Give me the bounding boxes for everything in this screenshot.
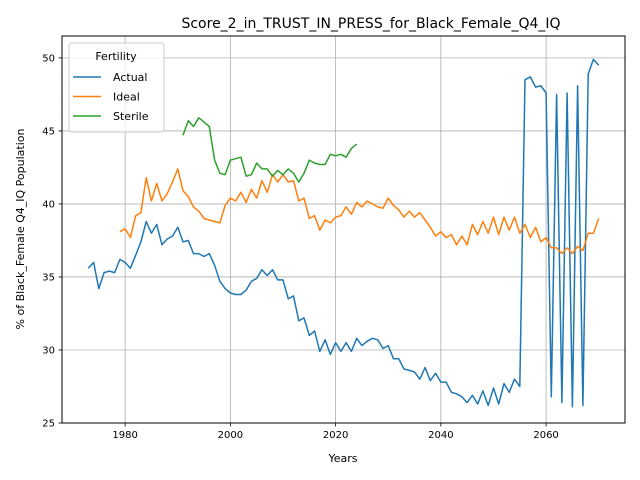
legend-box: [68, 42, 165, 133]
x-tick-label: 2060: [533, 430, 558, 441]
grid: [62, 36, 625, 424]
x-tick-label: 1980: [112, 430, 137, 441]
legend-label-actual: Actual: [113, 71, 147, 84]
y-tick-label: 45: [42, 126, 55, 137]
legend-label-ideal: Ideal: [113, 91, 140, 104]
axis-ticks: 1980 2000 2020 2040 2060 25 30 35 40 45 50: [42, 53, 559, 441]
y-tick-label: 30: [42, 345, 55, 356]
plot-frame: [61, 35, 626, 424]
y-tick-label: 35: [42, 272, 55, 283]
x-tick-label: 2000: [218, 430, 243, 441]
legend-label-sterile: Sterile: [113, 110, 149, 123]
x-tick-label: 2020: [323, 430, 348, 441]
chart-title: Score_2_in_TRUST_IN_PRESS_for_Black_Fema…: [181, 16, 560, 32]
y-tick-label: 50: [42, 53, 55, 64]
series-line-actual: [87, 58, 600, 408]
x-tick-label: 2040: [428, 430, 453, 441]
legend-title: Fertility: [95, 50, 137, 63]
series-lines: [87, 58, 600, 408]
y-tick-label: 25: [42, 419, 55, 430]
y-tick-label: 40: [42, 199, 55, 210]
series-line-sterile: [182, 117, 358, 183]
legend: Fertility Actual Ideal Sterile: [68, 42, 165, 133]
series-line-ideal: [119, 168, 600, 255]
x-axis-label: Years: [327, 452, 357, 465]
y-axis-label: % of Black_Female Q4_IQ Population: [14, 129, 27, 330]
